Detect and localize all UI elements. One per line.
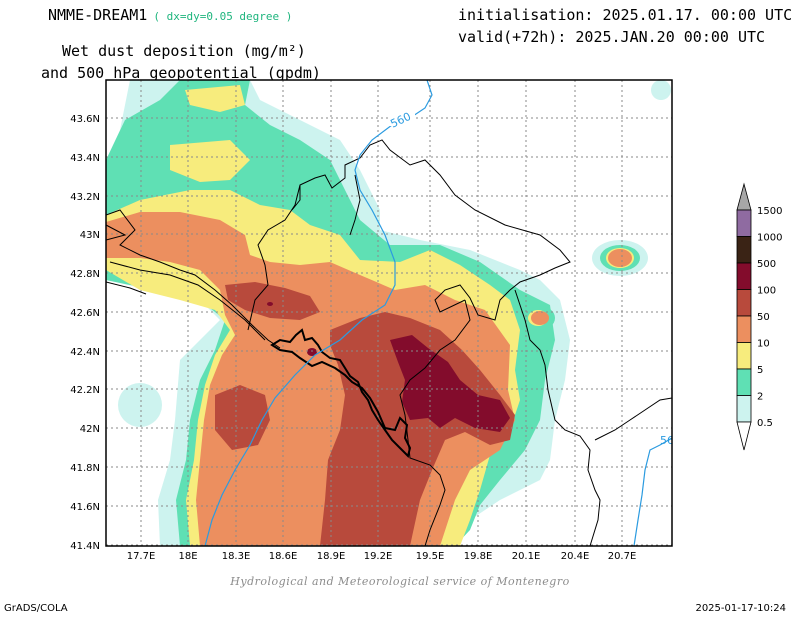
colorbar-segment [736,342,752,370]
colorbar-label: 0.5 [757,418,773,429]
lat-tick-label: 43.2N [70,192,100,203]
colorbar-label: 1000 [757,233,782,244]
lat-tick-label: 41.6N [70,502,100,513]
resolution-label: ( dx=dy=0.05 degree ) [153,10,293,23]
contour-56 [633,437,672,546]
lon-tick-label: 17.7E [127,551,156,562]
credit-line: Hydrological and Meteorological service … [230,575,570,588]
lat-tick-label: 43N [80,230,100,241]
lat-tick-label: 42.4N [70,347,100,358]
lat-tick-label: 41.8N [70,463,100,474]
lon-tick-label: 19.2E [364,551,393,562]
dust-level-50 [215,282,515,546]
model-name: NMME-DREAM1( dx=dy=0.05 degree ) [48,6,293,24]
dust-level-100 [267,302,510,432]
lat-tick-label: 43.4N [70,153,100,164]
colorbar-label: 5 [757,365,763,376]
lat-tick-label: 42.6N [70,308,100,319]
lon-tick-label: 18E [178,551,197,562]
lat-tick-label: 41.4N [70,541,100,552]
contour-label-bg-560 [389,112,415,126]
colorbar-label: 100 [757,286,776,297]
colorbar-segment [736,395,752,423]
software-label: GrADS/COLA [4,603,68,614]
lat-tick-label: 43.6N [70,114,100,125]
valid-time: valid(+72h): 2025.JAN.20 00:00 UTC [458,28,766,46]
lon-tick-label: 18.9E [317,551,346,562]
lon-tick-label: 19.5E [416,551,445,562]
lon-tick-label: 18.3E [222,551,251,562]
lat-tick-label: 42.8N [70,269,100,280]
latitude-tick-labels: 43.6N 43.4N 43.2N 43N 42.8N 42.6N 42.4N 42.2N 42… [70,114,100,552]
colorbar-label: 2 [757,392,763,403]
colorbar-segment [736,236,752,264]
render-timestamp: 2025-01-17-10:24 [695,603,786,614]
colorbar-segment [736,315,752,343]
colorbar-segment [736,262,752,290]
colorbar-segment [736,289,752,317]
lat-tick-label: 42N [80,424,100,435]
colorbar-segment [736,209,752,237]
lat-tick-label: 42.2N [70,385,100,396]
contour-label-56: 56 [660,434,674,447]
map-title-line1: Wet dust deposition (mg/m²) [62,42,306,60]
map-panel: 560 56 [106,80,674,546]
colorbar-label: 50 [757,312,770,323]
colorbar-label: 10 [757,339,770,350]
montenegro-coastline [270,328,412,458]
grid-lines [106,80,672,546]
lon-tick-label: 20.4E [561,551,590,562]
lon-tick-label: 18.6E [269,551,298,562]
map-frame [105,79,673,547]
lon-tick-label: 20.7E [608,551,637,562]
lon-tick-label: 20.1E [512,551,541,562]
longitude-tick-labels: 17.7E 18E 18.3E 18.6E 18.9E 19.2E 19.5E 19.8E 20… [127,551,637,562]
initialisation-time: initialisation: 2025.01.17. 00:00 UTC [458,6,793,24]
colorbar-top-arrow [736,182,752,211]
colorbar-label: 1500 [757,206,782,217]
colorbar-label: 500 [757,259,776,270]
colorbar-bottom-arrow [736,421,752,451]
map-title-line2: and 500 hPa geopotential (gpdm) [41,64,321,82]
lon-tick-label: 19.8E [464,551,493,562]
colorbar-segment [736,368,752,396]
colorbar: 0.5 2 5 10 50 100 500 1000 1500 [736,182,782,451]
